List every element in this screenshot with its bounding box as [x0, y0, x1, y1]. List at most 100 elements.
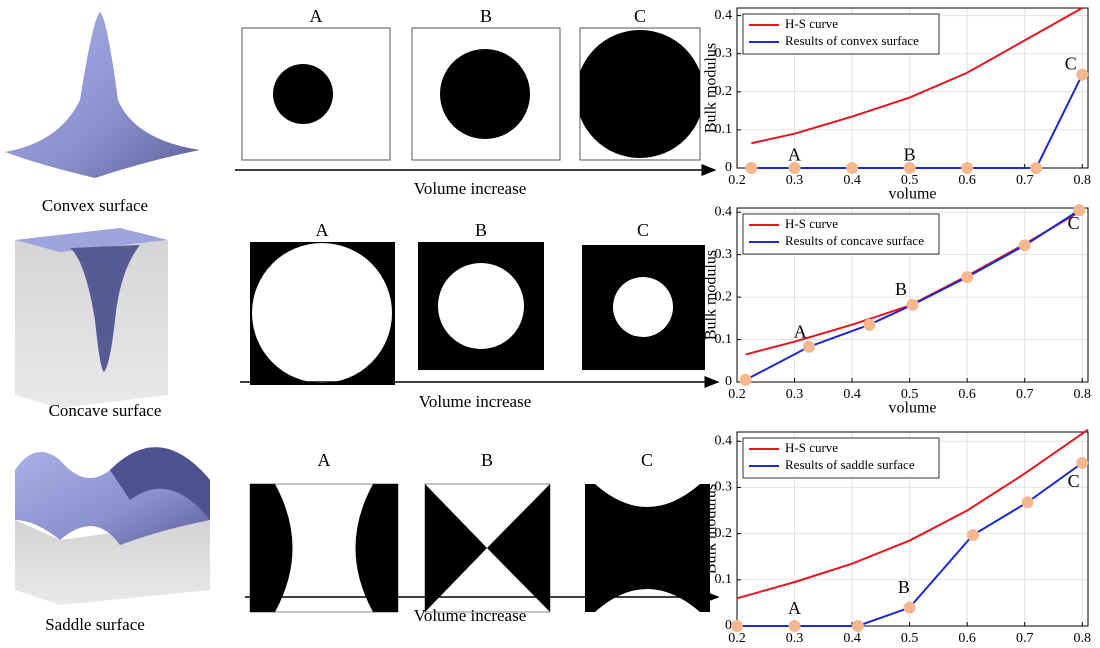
- annotation: B: [895, 279, 907, 299]
- arrow-label: Volume increase: [419, 392, 532, 411]
- x-tick-label: 0.3: [786, 631, 804, 643]
- data-point: [961, 271, 974, 284]
- legend-box: [742, 437, 940, 479]
- data-point: [802, 340, 815, 353]
- x-tick-label: 0.8: [1073, 631, 1091, 643]
- annotation: A: [788, 145, 801, 165]
- cell-label: C: [637, 220, 649, 240]
- data-point: [731, 620, 743, 632]
- annotation: A: [788, 598, 801, 618]
- x-tick-label: 0.8: [1073, 387, 1091, 402]
- x-tick-label: 0.4: [843, 173, 861, 188]
- data-point: [1073, 204, 1086, 217]
- data-point: [903, 601, 916, 614]
- annotation: B: [904, 145, 916, 165]
- y-tick-label: 0.2: [715, 289, 733, 304]
- x-tick-label: 0.5: [901, 631, 919, 643]
- y-axis-label: Bulk modulus: [703, 250, 720, 340]
- y-tick-label: 0.3: [715, 46, 733, 61]
- surface-label: Concave surface: [49, 401, 162, 420]
- x-tick-label: 0.2: [728, 387, 746, 402]
- data-point: [846, 162, 859, 174]
- cell-label: A: [318, 450, 331, 470]
- cell-label: B: [480, 6, 492, 26]
- arrow-label: Volume increase: [414, 179, 527, 198]
- x-tick-label: 0.5: [901, 387, 919, 402]
- y-tick-label: 0.4: [715, 433, 733, 448]
- x-axis-label: volume: [889, 186, 937, 203]
- data-point: [1076, 456, 1089, 469]
- x-tick-label: 0.2: [728, 631, 746, 643]
- data-point: [1018, 239, 1031, 252]
- surface-label: Saddle surface: [45, 615, 145, 634]
- legend-box: [742, 13, 940, 55]
- y-tick-label: 0.4: [715, 204, 733, 219]
- annotation: C: [1068, 471, 1080, 491]
- y-tick-label: 0.3: [715, 247, 733, 262]
- x-axis-label: volume: [889, 400, 937, 417]
- legend-label: H-S curve: [785, 440, 838, 455]
- x-tick-label: 0.3: [786, 387, 804, 402]
- data-line: [736, 428, 1089, 600]
- unit-cells: [250, 242, 705, 385]
- data-point: [1021, 496, 1034, 509]
- y-tick-label: 0: [725, 160, 732, 175]
- data-point: [863, 318, 876, 331]
- data-point: [966, 529, 979, 542]
- saddle-surface: [15, 447, 210, 605]
- x-tick-label: 0.4: [843, 387, 861, 402]
- unit-cells: [249, 483, 710, 613]
- x-tick-label: 0.4: [843, 631, 861, 643]
- x-tick-label: 0.8: [1073, 173, 1091, 188]
- y-tick-label: 0.1: [715, 332, 733, 347]
- axes-frame: [736, 431, 1089, 627]
- cell-label: C: [634, 6, 646, 26]
- concave-surface: [15, 228, 168, 408]
- data-point: [739, 373, 752, 386]
- data-line: [751, 7, 1083, 145]
- arrow-label: Volume increase: [414, 606, 527, 625]
- legend-label: Results of saddle surface: [785, 457, 915, 472]
- annotation: C: [1068, 213, 1080, 233]
- cell-label: C: [641, 450, 653, 470]
- x-tick-label: 0.7: [1016, 173, 1034, 188]
- convex-surface: [5, 12, 200, 178]
- y-axis-label: Bulk modulus: [703, 43, 720, 133]
- data-point: [1076, 68, 1089, 81]
- annotation: A: [794, 321, 807, 341]
- y-tick-label: 0: [725, 374, 732, 389]
- x-tick-label: 0.2: [728, 173, 746, 188]
- x-tick-label: 0.7: [1016, 631, 1034, 643]
- cell-label: A: [310, 6, 323, 26]
- data-point: [788, 162, 801, 174]
- x-tick-label: 0.3: [786, 173, 804, 188]
- annotation: B: [898, 577, 910, 597]
- legend-label: Results of concave surface: [785, 233, 924, 248]
- y-tick-label: 0.3: [715, 480, 733, 495]
- y-tick-label: 0: [725, 618, 732, 633]
- unit-cells: [241, 27, 701, 161]
- legend-label: Results of convex surface: [785, 33, 919, 48]
- data-point: [1030, 162, 1043, 174]
- data-point: [788, 620, 801, 632]
- legend-label: H-S curve: [785, 16, 838, 31]
- data-point: [961, 162, 974, 174]
- x-tick-label: 0.7: [1016, 387, 1034, 402]
- x-tick-label: 0.6: [958, 631, 976, 643]
- x-tick-label: 0.5: [901, 173, 919, 188]
- annotation: C: [1065, 53, 1077, 73]
- x-tick-label: 0.6: [958, 387, 976, 402]
- data-point: [745, 162, 758, 174]
- data-point: [903, 162, 916, 174]
- legend-label: H-S curve: [785, 216, 838, 231]
- y-tick-label: 0.1: [715, 122, 733, 137]
- y-tick-label: 0.2: [715, 84, 733, 99]
- y-tick-label: 0.1: [715, 572, 733, 587]
- data-point: [851, 620, 864, 632]
- y-tick-label: 0.4: [715, 8, 733, 23]
- data-point: [906, 298, 919, 311]
- surface-label: Convex surface: [42, 196, 148, 215]
- cell-label: A: [316, 220, 329, 240]
- y-axis-label: Bulk modulus: [703, 484, 720, 574]
